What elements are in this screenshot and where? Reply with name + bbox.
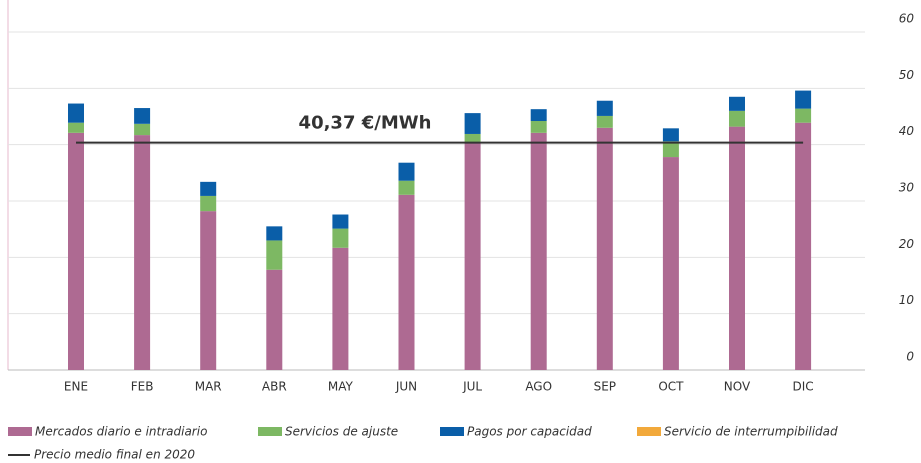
- y-tick-label: 0: [906, 350, 914, 364]
- bar-segment: [68, 122, 84, 133]
- x-tick-label: SEP: [594, 380, 616, 394]
- legend-label: Pagos por capacidad: [467, 425, 592, 439]
- x-tick-label: DIC: [793, 380, 814, 394]
- bar-segment: [596, 115, 613, 128]
- bar-segment: [530, 121, 547, 133]
- x-tick-label: AGO: [525, 380, 552, 394]
- legend-label: Precio medio final en 2020: [34, 448, 195, 462]
- bar-segment: [134, 135, 151, 370]
- price-label: 40,37 €/MWh: [299, 113, 432, 134]
- bar-segment: [266, 240, 283, 270]
- bar-segment: [530, 132, 547, 370]
- bar-segment: [596, 100, 613, 116]
- bar-segment: [530, 109, 547, 122]
- bar-segment: [729, 96, 745, 111]
- bar-segment: [464, 113, 481, 134]
- y-tick-label: 30: [899, 181, 915, 195]
- x-tick-label: MAY: [328, 380, 354, 394]
- x-tick-label: NOV: [724, 380, 751, 394]
- x-tick-label: MAR: [195, 380, 222, 394]
- bar-segment: [134, 123, 151, 136]
- bar-segment: [332, 228, 349, 248]
- bar-segment: [68, 132, 84, 370]
- bar-segment: [266, 226, 283, 241]
- x-tick-label: JUN: [395, 380, 417, 394]
- legend-swatch: [440, 427, 464, 436]
- x-tick-label: FEB: [131, 380, 154, 394]
- x-tick-label: ABR: [262, 380, 287, 394]
- legend-swatch: [8, 427, 32, 436]
- bar-segment: [662, 128, 679, 142]
- bar-segment: [398, 180, 415, 195]
- bar-segment: [662, 157, 679, 370]
- bar-segment: [729, 110, 745, 127]
- bar-segment: [795, 90, 812, 109]
- bar-segment: [464, 133, 481, 143]
- y-tick-label: 50: [899, 68, 915, 82]
- bar-segment: [398, 194, 415, 370]
- y-tick-label: 60: [899, 12, 915, 26]
- legend-swatch: [637, 427, 661, 436]
- x-tick-label: ENE: [64, 380, 88, 394]
- bar-segment: [596, 127, 613, 371]
- y-tick-label: 10: [899, 293, 915, 307]
- bar-segment: [398, 162, 415, 181]
- x-tick-label: JUL: [462, 380, 482, 394]
- legend-label: Servicio de interrumpibilidad: [664, 425, 838, 439]
- bar-segment: [662, 141, 679, 158]
- bar-segment: [464, 142, 481, 370]
- y-tick-label: 20: [899, 237, 915, 251]
- legend-swatch: [258, 427, 282, 436]
- legend-label: Mercados diario e intradiario: [35, 425, 207, 439]
- y-tick-label: 40: [899, 124, 915, 138]
- bar-segment: [332, 214, 349, 229]
- bar-segment: [200, 195, 217, 212]
- bar-segment: [795, 108, 812, 123]
- bar-segment: [266, 269, 283, 370]
- legend-label: Servicios de ajuste: [285, 425, 398, 439]
- x-tick-label: OCT: [658, 380, 684, 394]
- bar-segment: [332, 247, 349, 370]
- bar-segment: [68, 103, 84, 123]
- bar-segment: [795, 122, 812, 371]
- bar-segment: [134, 108, 151, 124]
- bar-segment: [200, 181, 217, 196]
- bar-segment: [200, 211, 217, 370]
- bar-segment: [729, 126, 745, 370]
